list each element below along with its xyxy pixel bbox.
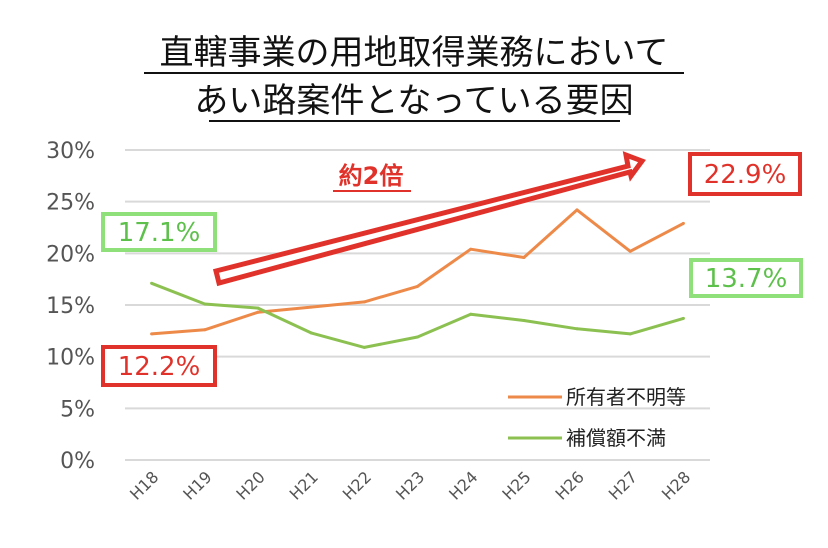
- data-point: [203, 302, 207, 306]
- data-point: [575, 208, 579, 212]
- x-tick-label: H19: [179, 467, 215, 503]
- data-point: [522, 319, 526, 322]
- svg-text:13.7%: 13.7%: [705, 264, 788, 294]
- data-point: [150, 332, 154, 336]
- data-point: [469, 247, 473, 251]
- x-tick-label: H24: [445, 467, 481, 503]
- arrow-shape: [212, 151, 646, 287]
- data-point: [416, 284, 419, 288]
- chart-title-line-1: 直轄事業の用地取得業務において: [160, 33, 669, 73]
- data-point: [203, 328, 207, 332]
- callout-end-orange: 22.9%: [688, 152, 802, 196]
- legend: 所有者不明等 補償額不満: [508, 385, 686, 450]
- callout-end-green: 13.7%: [689, 258, 803, 298]
- legend-label-orange: 所有者不明等: [566, 385, 686, 409]
- data-point: [362, 300, 366, 304]
- x-tick-label: H25: [498, 467, 534, 503]
- x-tick-label: H20: [232, 467, 268, 503]
- data-point: [309, 305, 313, 309]
- y-tick-label: 10%: [46, 346, 95, 371]
- x-tick-label: H18: [126, 467, 162, 503]
- data-point: [681, 221, 685, 225]
- y-tick-label: 20%: [46, 242, 95, 267]
- data-point: [628, 332, 632, 336]
- x-tick-label: H21: [286, 467, 322, 503]
- x-tick-label: H22: [339, 467, 375, 503]
- y-tick-label: 25%: [46, 191, 95, 216]
- y-tick-label: 30%: [46, 139, 95, 164]
- double-arrow-annotation: 約2倍: [212, 151, 646, 287]
- arrow-label: 約2倍: [339, 162, 404, 190]
- svg-text:12.2%: 12.2%: [118, 352, 201, 382]
- data-point: [362, 345, 366, 349]
- svg-text:17.1%: 17.1%: [118, 218, 201, 248]
- y-tick-label: 0%: [60, 449, 95, 474]
- series-lines: [150, 208, 685, 349]
- x-tick-label: H27: [605, 467, 641, 503]
- data-point: [575, 327, 579, 331]
- x-tick-label: H28: [658, 467, 694, 503]
- data-point: [681, 316, 685, 320]
- chart-title: 直轄事業の用地取得業務において あい路案件となっている要因: [144, 33, 684, 122]
- legend-label-green: 補償額不満: [566, 426, 666, 450]
- y-axis-ticks: 0% 5% 10% 15% 20% 25% 30%: [46, 139, 95, 474]
- data-point: [628, 249, 632, 253]
- callout-start-green: 17.1%: [101, 212, 217, 252]
- x-tick-label: H23: [392, 467, 428, 503]
- y-tick-label: 15%: [46, 294, 95, 319]
- callout-start-orange: 12.2%: [101, 345, 217, 387]
- data-point: [416, 335, 419, 339]
- x-axis-ticks: H18 H19 H20 H21 H22 H23 H24 H25 H26 H27 H28: [126, 467, 694, 503]
- data-point: [469, 312, 473, 316]
- data-point: [256, 310, 260, 314]
- y-tick-label: 5%: [60, 397, 95, 422]
- data-point: [150, 281, 154, 285]
- x-tick-label: H26: [552, 467, 588, 503]
- data-point: [256, 306, 260, 310]
- svg-text:22.9%: 22.9%: [704, 160, 787, 190]
- data-point: [522, 255, 526, 259]
- data-point: [309, 331, 313, 335]
- chart-title-line-2: あい路案件となっている要因: [194, 81, 633, 121]
